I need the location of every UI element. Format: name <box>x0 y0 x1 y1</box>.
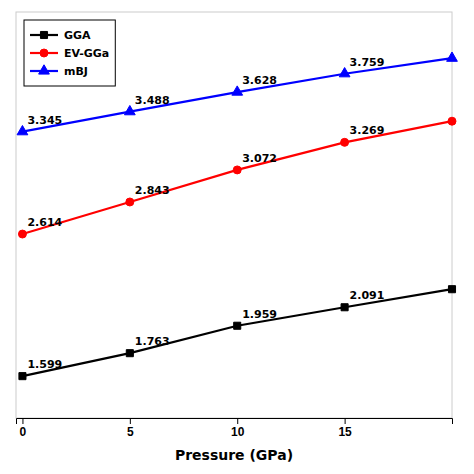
series <box>17 52 457 135</box>
point <box>341 304 348 311</box>
x-tick-label: 10 <box>231 425 245 439</box>
x-axis-title: Pressure (GPa) <box>175 447 293 463</box>
point <box>232 86 243 95</box>
annotation: 1.599 <box>27 358 62 371</box>
x-tick: 0 <box>20 418 27 439</box>
x-tick: 15 <box>338 418 352 439</box>
x-axis-line <box>17 419 453 425</box>
legend-label: GGA <box>64 29 91 42</box>
point <box>448 117 456 125</box>
series-line <box>22 289 452 376</box>
annotation: 2.091 <box>350 289 385 302</box>
x-tick-label: 15 <box>338 425 352 439</box>
point <box>339 68 350 77</box>
legend-frame <box>24 20 115 86</box>
point <box>19 373 26 380</box>
point <box>17 125 28 134</box>
point <box>234 322 241 329</box>
x-tick-mark <box>22 418 23 424</box>
legend: GGA EV-GGa mBJ <box>24 20 115 86</box>
plot: 0 5 10 15 1.599 1.763 1.959 2.091 2.614 2.843 3.07… <box>16 12 457 439</box>
annotation: 2.843 <box>135 184 170 197</box>
plot-frame <box>16 12 452 418</box>
annotation: 3.759 <box>350 56 385 69</box>
annotation: 1.763 <box>135 335 170 348</box>
annotation: 3.072 <box>242 152 277 165</box>
series-line <box>22 121 452 234</box>
point <box>448 286 455 293</box>
data-marks <box>17 52 457 380</box>
legend-marker <box>40 49 48 57</box>
point <box>447 52 458 61</box>
legend-marker <box>39 65 50 74</box>
point <box>233 166 241 174</box>
annotation: 3.269 <box>350 124 385 137</box>
x-axis: 0 5 10 15 <box>17 418 453 439</box>
annotation: 3.488 <box>135 94 170 107</box>
series <box>18 117 456 238</box>
legend-marker <box>40 31 47 38</box>
annotation: 3.345 <box>27 114 62 127</box>
x-tick: 5 <box>127 418 134 439</box>
point <box>124 105 135 114</box>
series-line <box>22 58 452 132</box>
annotation: 1.959 <box>242 308 277 321</box>
legend-label: mBJ <box>64 65 88 78</box>
annotation: 2.614 <box>27 216 62 229</box>
point <box>18 230 26 238</box>
annotations: 1.599 1.763 1.959 2.091 2.614 2.843 3.072 3.269… <box>27 56 384 371</box>
point <box>341 138 349 146</box>
point <box>126 198 134 206</box>
x-tick-label: 0 <box>20 425 27 439</box>
legend-label: EV-GGa <box>64 47 109 60</box>
x-tick-label: 5 <box>127 425 134 439</box>
x-tick-mark <box>237 418 238 424</box>
series <box>19 286 456 380</box>
x-tick-mark <box>345 418 346 424</box>
x-tick: 10 <box>231 418 245 439</box>
chart: 0 5 10 15 1.599 1.763 1.959 2.091 2.614 2.843 3.07… <box>0 0 474 474</box>
annotation: 3.628 <box>242 74 277 87</box>
x-tick-mark <box>130 418 131 424</box>
point <box>126 350 133 357</box>
